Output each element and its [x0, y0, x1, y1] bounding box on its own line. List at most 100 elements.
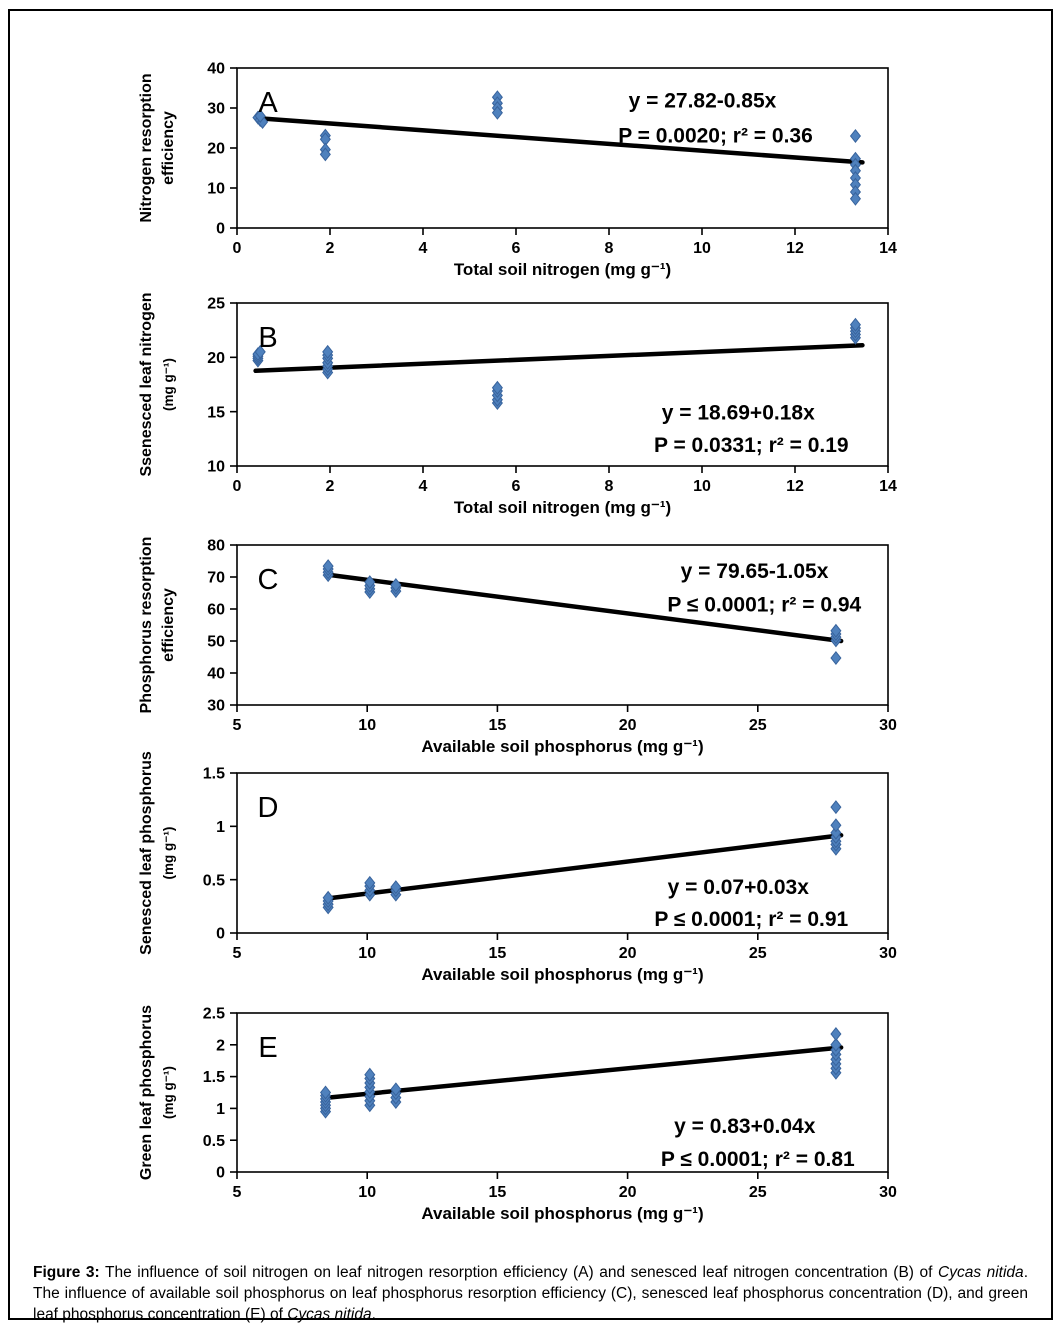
y-tick-label: 60: [207, 602, 225, 619]
y-axis-title: Nitrogen resorption: [138, 73, 155, 222]
data-point: [849, 128, 861, 144]
x-axis-title: Available soil phosphorus (mg g⁻¹): [421, 1204, 703, 1223]
data-point: [322, 559, 334, 574]
x-tick-label: 10: [693, 478, 711, 495]
y-tick-label: 80: [207, 538, 225, 555]
x-tick-label: 10: [358, 1184, 376, 1201]
y-axis-title: Ssenesced leaf nitrogen: [138, 292, 155, 476]
x-tick-label: 0: [233, 240, 242, 257]
data-point: [319, 147, 331, 162]
y-tick-label: 40: [207, 666, 225, 683]
y-axis-title: (mg g⁻¹): [161, 827, 176, 880]
y-tick-label: 15: [207, 404, 225, 421]
data-point: [830, 1026, 842, 1041]
y-axis-title: Green leaf phosphorus: [138, 1005, 155, 1180]
x-tick-label: 25: [749, 717, 767, 734]
y-tick-label: 2.5: [203, 1006, 225, 1023]
x-tick-label: 20: [619, 1184, 637, 1201]
y-tick-label: 0: [216, 926, 225, 943]
y-axis-title: efficiency: [160, 111, 177, 185]
x-tick-label: 30: [879, 1184, 897, 1201]
trend-line: [325, 572, 844, 644]
y-tick-label: 20: [207, 141, 225, 158]
y-tick-label: 30: [207, 101, 225, 118]
data-point: [364, 575, 376, 590]
equation-label: y = 79.65-1.05x: [681, 560, 829, 583]
x-tick-label: 15: [489, 1184, 507, 1201]
y-tick-label: 1: [216, 1101, 225, 1118]
data-point: [830, 825, 842, 840]
y-tick-label: 10: [207, 181, 225, 198]
y-axis-title: (mg g⁻¹): [161, 358, 176, 411]
plot-area: [236, 544, 889, 706]
data-point: [849, 317, 861, 332]
y-axis-title: efficiency: [160, 588, 177, 662]
plot-area: [236, 302, 889, 467]
x-tick-label: 25: [749, 945, 767, 962]
y-tick-label: 40: [207, 61, 225, 78]
x-axis-title: Available soil phosphorus (mg g⁻¹): [421, 737, 703, 756]
chart-D: 0 0.5 1 1.5 5 10 15 20 25 30 Dy = 0.07+0.03x P ≤ 0.…: [138, 751, 897, 984]
caption-text-segment: The influence of soil nitrogen on leaf n…: [99, 1264, 938, 1281]
x-axis-title: Total soil nitrogen (mg g⁻¹): [454, 260, 671, 279]
figure-border: [8, 9, 1053, 1320]
stats-label: P ≤ 0.0001; r² = 0.94: [667, 594, 861, 617]
chart-B: 10 15 20 25 0 2 4 6 8 10 12 14 By = 18.69+0.18x P = 0…: [138, 292, 897, 517]
x-tick-label: 15: [489, 717, 507, 734]
equation-label: y = 0.83+0.04x: [674, 1115, 816, 1138]
trend-line: [325, 833, 844, 901]
x-tick-label: 12: [786, 240, 804, 257]
data-point: [849, 191, 861, 206]
x-axis-title: Available soil phosphorus (mg g⁻¹): [421, 965, 703, 984]
y-tick-label: 0: [216, 1165, 225, 1182]
x-tick-label: 2: [326, 240, 335, 257]
x-tick-label: 12: [786, 478, 804, 495]
data-point: [390, 880, 402, 895]
caption-text-segment: .: [371, 1306, 376, 1323]
panel-letter: C: [258, 564, 279, 596]
panel-letter: D: [258, 792, 279, 824]
caption-species-name: Cycas nitida: [938, 1264, 1024, 1281]
x-tick-label: 6: [512, 240, 521, 257]
caption-text-segment: . The influence of available soil phosph…: [33, 1264, 1028, 1323]
x-tick-label: 2: [326, 478, 335, 495]
y-axis-title: Phosphorus resorption: [138, 537, 155, 714]
x-tick-label: 10: [358, 717, 376, 734]
figure-caption: Figure 3: The influence of soil nitrogen…: [33, 1262, 1028, 1325]
x-tick-label: 4: [419, 240, 428, 257]
x-tick-label: 14: [879, 240, 897, 257]
y-tick-label: 2: [216, 1037, 225, 1054]
data-point: [830, 818, 842, 833]
x-tick-label: 30: [879, 717, 897, 734]
y-tick-label: 25: [207, 296, 225, 313]
plot-area: [236, 772, 889, 934]
y-tick-label: 1.5: [203, 766, 225, 783]
y-tick-label: 0: [216, 221, 225, 238]
data-point: [364, 875, 376, 890]
data-point: [390, 1082, 402, 1097]
stats-label: P ≤ 0.0001; r² = 0.81: [661, 1148, 855, 1171]
x-tick-label: 5: [233, 717, 242, 734]
x-tick-label: 4: [419, 478, 428, 495]
x-tick-label: 8: [605, 478, 614, 495]
equation-label: y = 18.69+0.18x: [662, 402, 815, 425]
data-point: [830, 623, 842, 638]
x-tick-label: 10: [358, 945, 376, 962]
y-tick-label: 0.5: [203, 872, 225, 889]
data-point: [254, 108, 266, 124]
stats-label: P = 0.0331; r² = 0.19: [654, 434, 849, 457]
y-axis-title: (mg g⁻¹): [161, 1066, 176, 1119]
data-point: [390, 577, 402, 593]
x-tick-label: 6: [512, 478, 521, 495]
plot-area: [236, 67, 889, 229]
panel-letter: E: [258, 1032, 277, 1064]
chart-E: 0 0.5 1 1.5 2 2.5 5 10 15 20 25 30 Ey = 0.83+0.04x P …: [138, 1005, 897, 1223]
chart-C: 30 40 50 60 70 80 5 10 15 20 25 30 C y = 79.65-1.05x P…: [138, 537, 897, 756]
y-tick-label: 50: [207, 634, 225, 651]
y-tick-label: 20: [207, 350, 225, 367]
data-point: [830, 800, 842, 815]
y-tick-label: 10: [207, 459, 225, 476]
equation-label: y = 27.82-0.85x: [629, 89, 777, 112]
data-point: [364, 1067, 376, 1082]
